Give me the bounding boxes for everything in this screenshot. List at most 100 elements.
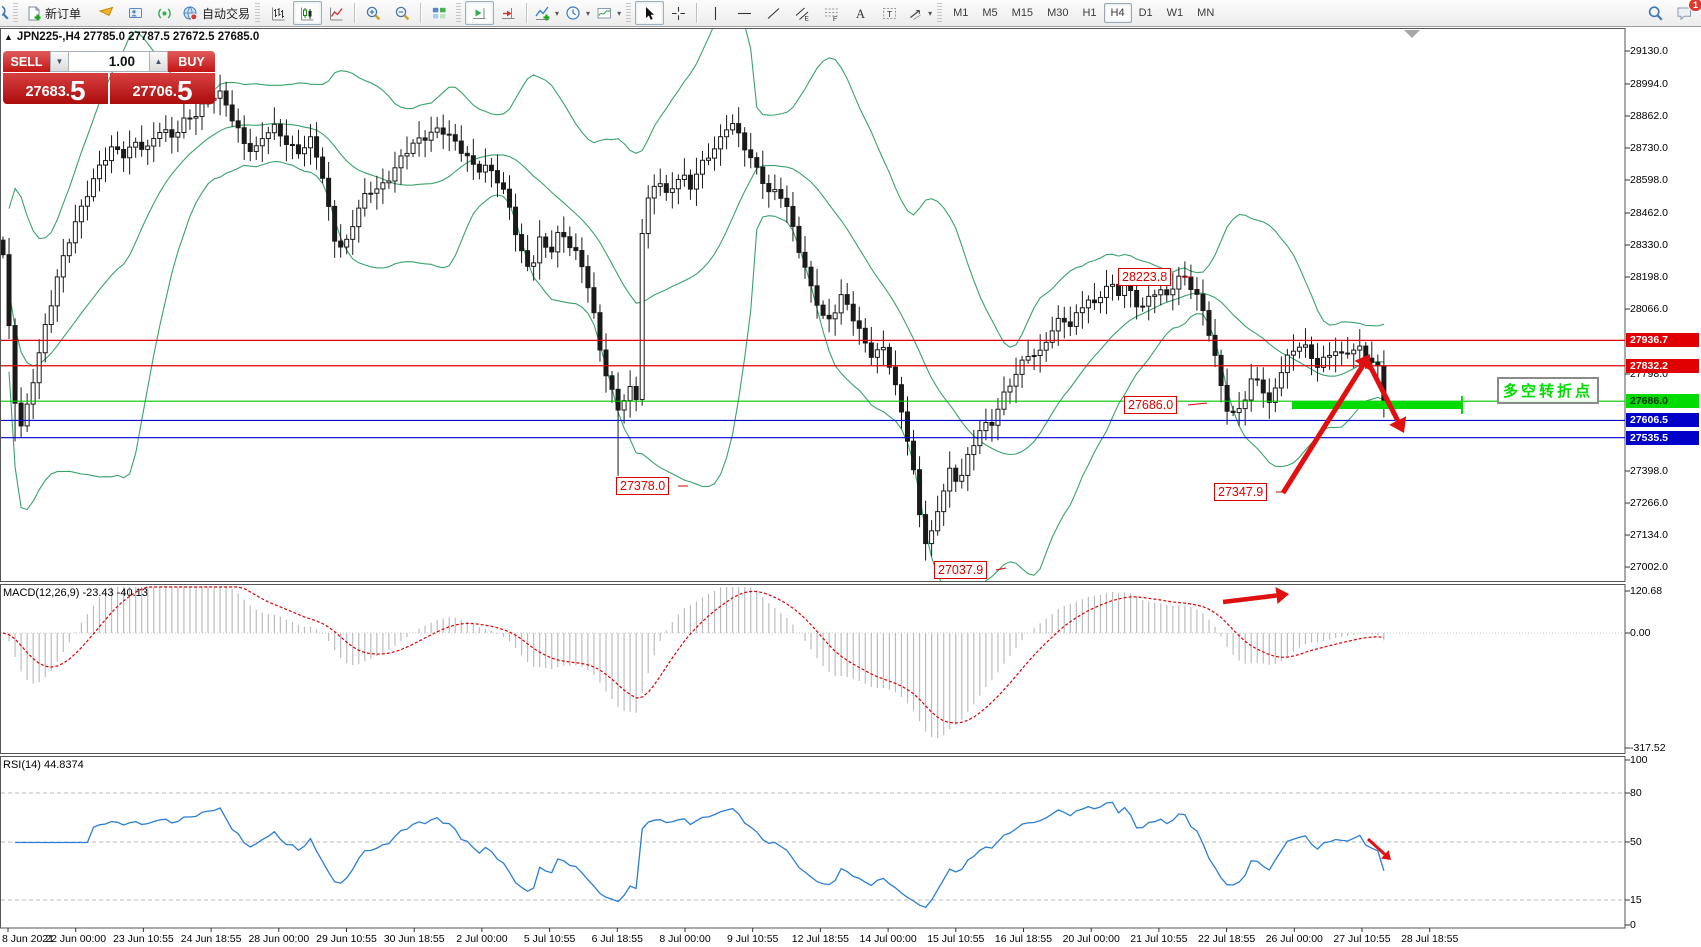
- svg-text:A: A: [856, 7, 865, 21]
- price-axis-label: 28198.0: [1630, 271, 1668, 283]
- sell-price[interactable]: 27683. 5: [3, 73, 108, 105]
- timeframe-m15-button[interactable]: M15: [1011, 7, 1034, 19]
- toolbar-grip: [456, 3, 462, 23]
- crosshair-icon[interactable]: [664, 1, 693, 25]
- price-axis-label: 29130.0: [1630, 45, 1668, 57]
- autotrading-button[interactable]: 自动交易: [179, 1, 253, 25]
- auto-scroll-icon[interactable]: [465, 1, 495, 25]
- price-axis-label: 27002.0: [1630, 561, 1668, 574]
- candlestick-chart-icon[interactable]: [293, 1, 323, 25]
- chart-shift-icon[interactable]: [494, 1, 523, 25]
- zoom-in-icon[interactable]: [359, 1, 388, 25]
- label-icon[interactable]: T: [875, 1, 904, 25]
- data-window-icon[interactable]: [121, 1, 150, 25]
- toolbar-grip: [255, 3, 261, 23]
- rsi-axis-label: 15: [1630, 894, 1642, 906]
- shapes-icon[interactable]: ▾: [904, 1, 935, 25]
- price-axis-label: 28598.0: [1630, 174, 1668, 186]
- templates-icon[interactable]: ▾: [593, 1, 624, 25]
- timeframe-h1-button[interactable]: H1: [1082, 7, 1097, 19]
- time-axis-label: 24 Jun 18:55: [180, 933, 242, 945]
- buy-price-main: 27706: [132, 84, 173, 100]
- buy-price-dot: .: [172, 83, 177, 100]
- buy-button[interactable]: BUY: [168, 51, 215, 72]
- timeframe-m5-button[interactable]: M5: [982, 7, 998, 19]
- chevron-down-icon: ▾: [928, 8, 933, 18]
- zoom-out-icon[interactable]: [388, 1, 417, 25]
- price-axis-label: 28730.0: [1630, 142, 1668, 154]
- toolbar-grip: [13, 3, 18, 23]
- time-axis-label: 20 Jul 00:00: [1062, 933, 1120, 945]
- price-axis-label: 27398.0: [1630, 465, 1668, 477]
- price-tag-27936.7: 27936.7: [1626, 333, 1699, 348]
- macd-axis-label: 120.68: [1630, 585, 1663, 597]
- time-axis-label: 30 Jun 18:55: [383, 933, 445, 945]
- time-axis-label: 21 Jul 10:55: [1130, 933, 1188, 945]
- toolbar-separator: [354, 3, 357, 23]
- price-callout-27037.9[interactable]: 27037.9: [934, 561, 988, 579]
- chevron-down-icon: ▾: [586, 8, 591, 18]
- time-axis-label: 16 Jul 18:55: [994, 933, 1053, 945]
- buy-price[interactable]: 27706. 5: [110, 73, 215, 105]
- price-callout-28223.8[interactable]: 28223.8: [1118, 268, 1172, 286]
- indicators-icon[interactable]: ▾: [531, 1, 562, 25]
- rsi-label: RSI(14) 44.8374: [3, 759, 84, 771]
- price-callout-27378.0[interactable]: 27378.0: [616, 477, 670, 495]
- signals-icon[interactable]: [150, 1, 179, 25]
- timeframe-d1-button[interactable]: D1: [1138, 7, 1153, 19]
- time-axis-label: 27 Jul 10:55: [1333, 933, 1391, 945]
- volume-decrease-button[interactable]: ▼: [50, 51, 69, 72]
- time-axis-label: 28 Jul 18:55: [1401, 933, 1459, 945]
- price-tag-27832.2: 27832.2: [1626, 358, 1699, 373]
- turning-point-label[interactable]: 多空转折点: [1497, 377, 1600, 404]
- price-callout-27686.0[interactable]: 27686.0: [1124, 396, 1178, 414]
- svg-text:E: E: [805, 15, 810, 22]
- vertical-line-icon[interactable]: [701, 1, 730, 25]
- fibonacci-icon[interactable]: F: [817, 1, 846, 25]
- price-callout-27347.9[interactable]: 27347.9: [1214, 483, 1268, 501]
- time-axis-label: 28 Jun 00:00: [248, 933, 310, 945]
- rsi-axis-label: 80: [1630, 787, 1642, 799]
- market-watch-icon[interactable]: [92, 1, 121, 25]
- collapse-icon[interactable]: ▲: [4, 32, 13, 42]
- channel-icon[interactable]: E: [788, 1, 817, 25]
- horizontal-line-icon[interactable]: [730, 1, 759, 25]
- sell-button[interactable]: SELL: [3, 51, 50, 72]
- price-tag-27686.0: 27686.0: [1626, 394, 1699, 409]
- timeframe-m30-button[interactable]: M30: [1047, 7, 1069, 19]
- rsi-axis-label: 100: [1630, 754, 1648, 766]
- timeframe-h4-button[interactable]: H4: [1103, 3, 1132, 23]
- time-axis-label: 29 Jun 10:55: [316, 933, 377, 945]
- time-axis-label: 22 Jul 18:55: [1197, 933, 1256, 945]
- price-tag-27606.5: 27606.5: [1626, 413, 1699, 428]
- main-toolbar: 新订单 自动交易 ▾ ▾ ▾ E F A T ▾ M1 M5 M15 M30 H1 H4 D1 W1 MN 1: [0, 0, 1701, 27]
- rsi-axis-label: 50: [1630, 836, 1642, 848]
- timeframe-mn-button[interactable]: MN: [1197, 7, 1215, 19]
- tile-windows-icon[interactable]: [425, 1, 454, 25]
- volume-increase-button[interactable]: ▲: [149, 51, 168, 72]
- timeframe-w1-button[interactable]: W1: [1166, 7, 1184, 19]
- macd-label: MACD(12,26,9) -23.43 -40.13: [3, 587, 148, 599]
- search-icon[interactable]: [1641, 1, 1670, 25]
- cursor-icon[interactable]: [635, 1, 665, 25]
- volume-input[interactable]: 1.00: [69, 51, 149, 72]
- timeframe-m1-button[interactable]: M1: [953, 7, 969, 19]
- time-axis-label: 8 Jul 00:00: [659, 933, 711, 945]
- new-order-button[interactable]: 新订单: [22, 1, 84, 25]
- chart-title: ▲ JPN225-,H4 27785.0 27787.5 27672.5 2768…: [4, 31, 259, 43]
- text-icon[interactable]: A: [846, 1, 875, 25]
- toolbar-separator: [526, 3, 529, 23]
- line-chart-icon[interactable]: [322, 1, 351, 25]
- time-axis-label: 23 Jun 10:55: [113, 933, 174, 945]
- trendline-icon[interactable]: [759, 1, 788, 25]
- time-axis-label: 8 Jun 2021: [2, 933, 54, 945]
- one-click-trade-panel: SELL ▼ 1.00 ▲ BUY 27683. 5 27706. 5: [3, 51, 215, 105]
- notifications-icon[interactable]: 1: [1670, 0, 1701, 25]
- macd-axis-label: -317.52: [1630, 742, 1666, 754]
- macd-axis-label: 0.00: [1630, 627, 1651, 639]
- bar-chart-icon[interactable]: [264, 1, 293, 25]
- periods-icon[interactable]: ▾: [562, 1, 593, 25]
- time-axis-label: 26 Jul 00:00: [1265, 933, 1323, 945]
